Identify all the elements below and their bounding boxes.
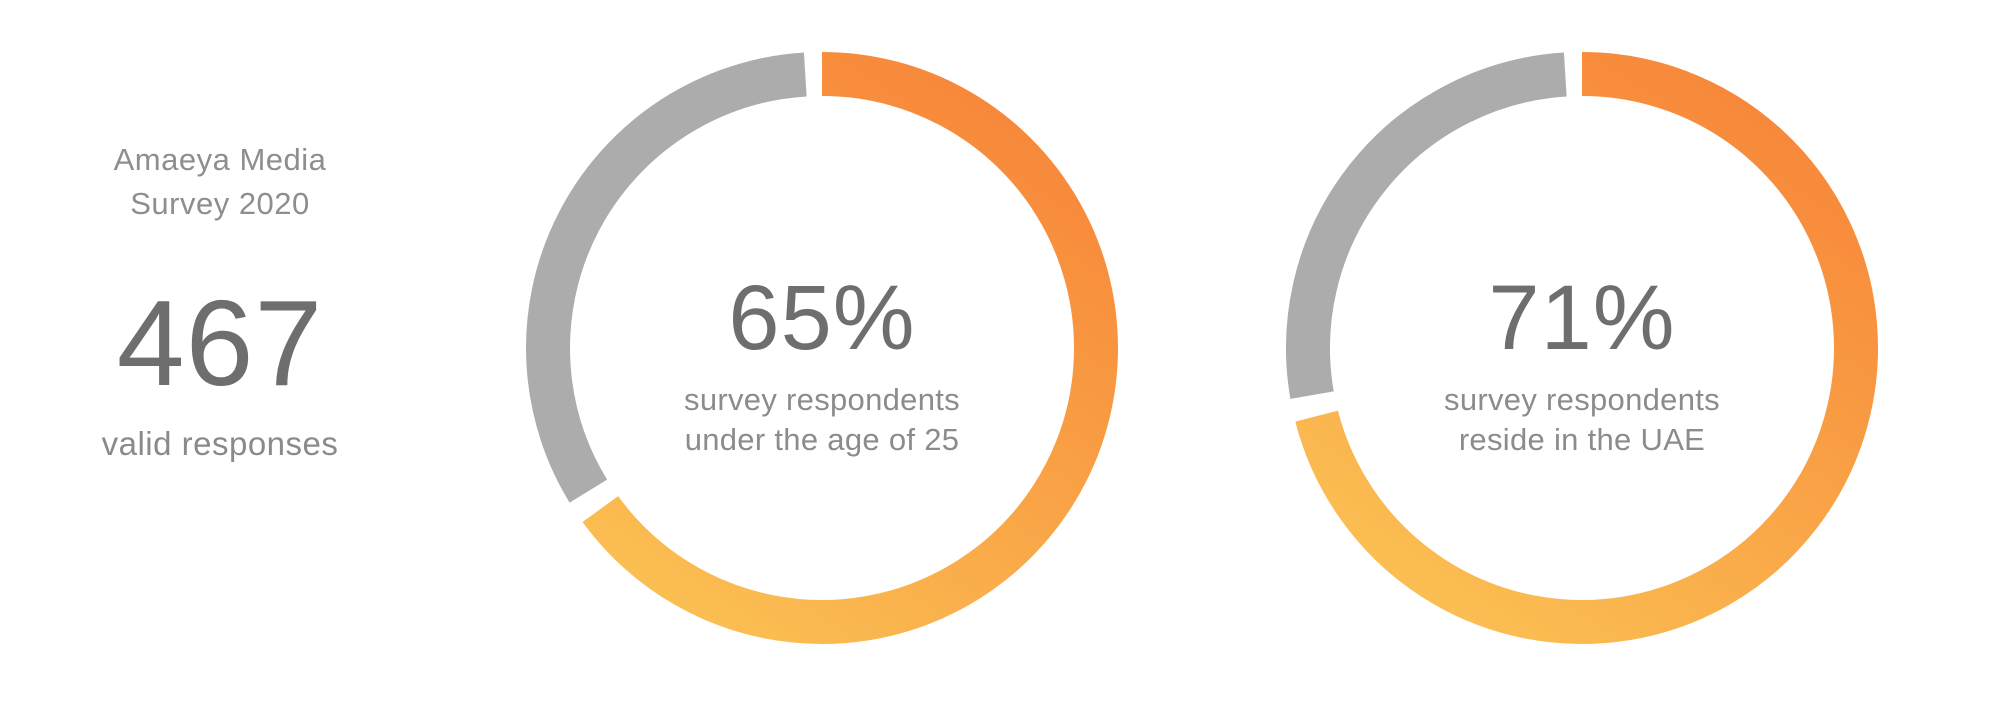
remainder-arc xyxy=(1286,52,1567,399)
valid-responses-label: valid responses xyxy=(101,425,339,462)
value-arc xyxy=(1295,52,1878,644)
survey-title-line2: Survey 2020 xyxy=(130,186,310,221)
valid-responses-count: 467 xyxy=(116,275,324,411)
value-arc xyxy=(582,52,1118,644)
donut-chart-uae: 71% survey respondents reside in the UAE xyxy=(1282,18,1882,678)
stat-panel: Amaeya Media Survey 2020 467 valid respo… xyxy=(60,0,380,722)
donut-svg-uae xyxy=(1286,52,1878,644)
survey-title-line1: Amaeya Media xyxy=(113,142,327,177)
survey-title: Amaeya Media Survey 2020 xyxy=(60,138,380,226)
donut-chart-under-25: 65% survey respondents under the age of … xyxy=(522,18,1122,678)
donut-svg-under-25 xyxy=(526,52,1118,644)
remainder-arc xyxy=(526,52,807,503)
